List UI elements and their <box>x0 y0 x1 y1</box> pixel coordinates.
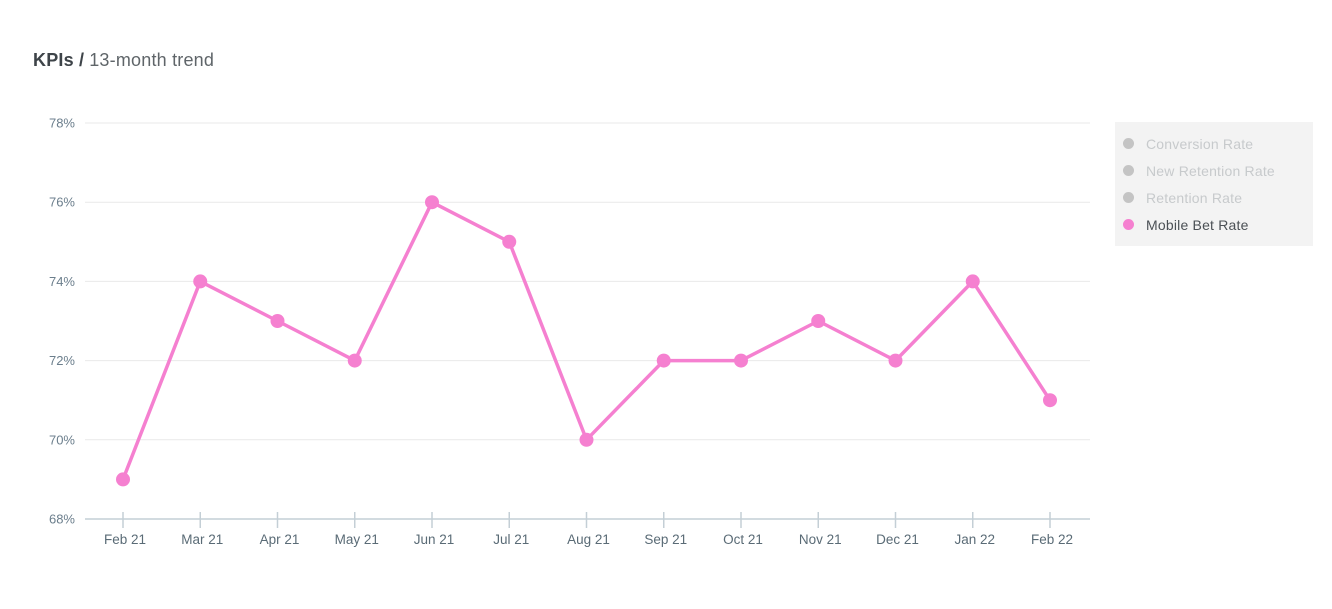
x-axis-tick-label: May 21 <box>335 532 379 547</box>
x-axis-tick-label: Feb 21 <box>104 532 146 547</box>
legend-dot-active-icon <box>1123 219 1134 230</box>
x-axis-tick-label: Jun 21 <box>414 532 455 547</box>
x-axis-tick-label: Aug 21 <box>567 532 610 547</box>
y-axis-tick-label: 74% <box>49 274 75 289</box>
data-point-may-21[interactable] <box>347 353 362 368</box>
data-point-feb-21[interactable] <box>116 472 130 487</box>
x-axis-tick-label: Mar 21 <box>181 532 223 547</box>
data-point-feb-22[interactable] <box>1043 393 1057 408</box>
page-title-secondary: 13-month trend <box>89 50 215 70</box>
data-point-aug-21[interactable] <box>579 432 594 447</box>
legend-item-new-retention-rate[interactable]: New Retention Rate <box>1115 157 1313 184</box>
data-point-oct-21[interactable] <box>734 353 748 368</box>
data-point-apr-21[interactable] <box>270 314 285 328</box>
x-axis-tick-label: Dec 21 <box>876 532 919 547</box>
legend-dot-inactive-icon <box>1123 165 1134 176</box>
y-axis-tick-label: 78% <box>49 116 75 131</box>
x-axis-tick-label: Jul 21 <box>493 532 529 547</box>
legend-dot-inactive-icon <box>1123 138 1134 149</box>
legend-item-retention-rate[interactable]: Retention Rate <box>1115 184 1313 211</box>
legend-item-label: Conversion Rate <box>1146 135 1254 152</box>
data-point-sep-21[interactable] <box>656 353 671 368</box>
chart-legend: Conversion Rate New Retention Rate Retenti… <box>1115 122 1313 246</box>
page-title: KPIs /13-month trend <box>33 50 214 71</box>
x-axis-tick-label: Oct 21 <box>723 532 763 547</box>
y-axis-tick-label: 70% <box>49 432 75 447</box>
x-axis-tick-label: Nov 21 <box>799 532 842 547</box>
x-axis-tick-label: Jan 22 <box>954 532 995 547</box>
legend-dot-inactive-icon <box>1123 192 1134 203</box>
y-axis-tick-label: 72% <box>49 353 75 368</box>
data-point-jan-22[interactable] <box>965 274 980 289</box>
data-point-jun-21[interactable] <box>425 195 439 210</box>
data-point-nov-21[interactable] <box>811 314 826 328</box>
x-axis-tick-label: Apr 21 <box>260 532 300 547</box>
legend-item-label: Mobile Bet Rate <box>1146 216 1249 233</box>
legend-item-label: New Retention Rate <box>1146 162 1275 179</box>
y-axis-tick-label: 76% <box>49 195 75 210</box>
data-point-dec-21[interactable] <box>888 353 903 368</box>
x-axis-tick-label: Feb 22 <box>1031 532 1073 547</box>
data-point-mar-21[interactable] <box>193 274 208 289</box>
y-axis-tick-label: 68% <box>49 512 75 527</box>
x-axis-tick-label: Sep 21 <box>644 532 687 547</box>
page-title-primary: KPIs / <box>33 50 85 70</box>
legend-item-conversion-rate[interactable]: Conversion Rate <box>1115 130 1313 157</box>
legend-item-label: Retention Rate <box>1146 189 1243 206</box>
legend-item-mobile-bet-rate[interactable]: Mobile Bet Rate <box>1115 211 1313 238</box>
data-point-jul-21[interactable] <box>502 234 517 249</box>
